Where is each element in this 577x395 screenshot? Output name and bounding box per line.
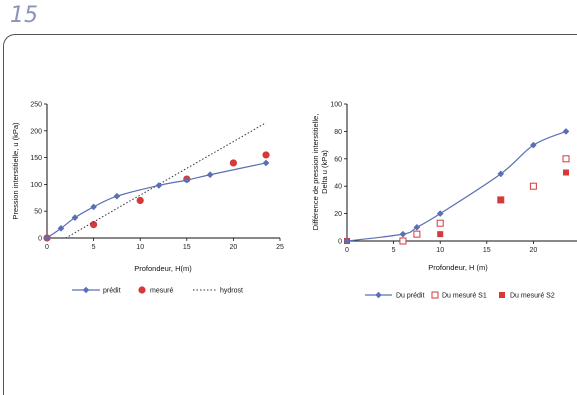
data-point bbox=[262, 151, 270, 159]
legend-marker bbox=[431, 291, 439, 299]
y-tick-label: 20 bbox=[334, 211, 342, 218]
data-point bbox=[399, 237, 407, 245]
y-axis-label: Pression interstitielle, u (kPa) bbox=[11, 122, 20, 220]
x-tick-label: 10 bbox=[136, 244, 144, 251]
legend-entry: Du mesuré S2 bbox=[499, 292, 555, 300]
data-point bbox=[90, 203, 97, 211]
legend-marker bbox=[375, 291, 382, 299]
x-tick-label: 0 bbox=[45, 244, 49, 251]
data-point bbox=[183, 176, 190, 184]
legend-marker bbox=[499, 292, 505, 298]
data-point bbox=[497, 170, 504, 178]
y-tick-label: 250 bbox=[30, 102, 42, 109]
series-du-mesuré-s2 bbox=[344, 169, 570, 244]
legend-entry: mesuré bbox=[138, 286, 173, 295]
data-point bbox=[529, 182, 537, 190]
y-axis-label: Différence de pression interstitielle,De… bbox=[311, 114, 329, 231]
data-point bbox=[155, 182, 163, 189]
x-axis-label: Profondeur, H (m) bbox=[428, 263, 488, 272]
series-line bbox=[65, 122, 267, 239]
y-tick-label: 150 bbox=[30, 155, 42, 162]
x-tick-label: 0 bbox=[345, 247, 349, 254]
chart-2: 020406080100051015202Profondeur, H (m)Di… bbox=[311, 102, 577, 300]
legend-entry: prédit bbox=[72, 286, 121, 295]
legend-marker bbox=[138, 286, 146, 294]
y-tick-label: 60 bbox=[334, 156, 342, 163]
y-tick-label: 0 bbox=[38, 236, 42, 243]
y-tick-label: 200 bbox=[30, 128, 42, 135]
data-point bbox=[437, 231, 444, 238]
x-tick-label: 25 bbox=[276, 244, 284, 251]
data-point bbox=[229, 159, 237, 167]
y-tick-label: 80 bbox=[334, 129, 342, 136]
y-tick-label: 50 bbox=[34, 209, 42, 216]
x-tick-label: 5 bbox=[92, 244, 96, 251]
chart-1: 0 50 100 150 200 250 0 5 10 15 20 25 Profondeur, H(m… bbox=[11, 102, 284, 295]
data-point bbox=[562, 128, 570, 135]
legend-label: Du prédit bbox=[396, 293, 424, 300]
legend-label: prédit bbox=[103, 288, 121, 295]
y-tick-label: 0 bbox=[338, 239, 342, 246]
series-line bbox=[46, 162, 267, 239]
legend-entry: Du mesuré S1 bbox=[431, 291, 487, 300]
x-tick-label: 10 bbox=[436, 247, 444, 254]
series-du-mesuré-s1 bbox=[399, 155, 570, 245]
data-point bbox=[90, 221, 98, 229]
data-point bbox=[530, 141, 537, 149]
data-point bbox=[43, 234, 51, 242]
data-point bbox=[497, 196, 504, 203]
data-point bbox=[71, 214, 79, 221]
legend-label: Du mesuré S2 bbox=[510, 293, 555, 300]
data-point bbox=[113, 192, 121, 200]
series-prédit bbox=[43, 159, 270, 242]
data-point bbox=[136, 196, 144, 205]
legend-marker bbox=[82, 286, 90, 294]
data-point bbox=[57, 225, 65, 232]
legend-label: mesuré bbox=[150, 288, 173, 295]
page-number: 15 bbox=[10, 3, 38, 28]
x-tick-label: 20 bbox=[230, 244, 238, 251]
data-point bbox=[399, 230, 407, 238]
x-tick-label: 20 bbox=[530, 247, 538, 254]
data-point bbox=[562, 155, 570, 163]
figure-frame bbox=[3, 34, 577, 395]
x-tick-label: 15 bbox=[483, 247, 491, 254]
data-point bbox=[436, 219, 444, 227]
legend-entry: hydrost bbox=[193, 288, 243, 295]
data-point bbox=[437, 210, 444, 217]
x-axis-label: Profondeur, H(m) bbox=[134, 264, 192, 273]
legend-entry: Du prédit bbox=[365, 291, 424, 300]
y-tick-label: 100 bbox=[330, 102, 342, 109]
x-tick-label: 15 bbox=[183, 244, 191, 251]
data-point bbox=[563, 169, 570, 176]
y-tick-label: 40 bbox=[334, 184, 342, 191]
data-point bbox=[413, 230, 421, 238]
data-point bbox=[262, 159, 270, 167]
series-mesuré bbox=[43, 151, 270, 242]
legend-label: Du mesuré S1 bbox=[442, 293, 487, 300]
data-point bbox=[206, 171, 214, 178]
series-hydrost bbox=[65, 122, 267, 239]
data-point bbox=[343, 237, 351, 245]
data-point bbox=[413, 224, 421, 231]
legend-label: hydrost bbox=[220, 288, 243, 295]
y-tick-label: 100 bbox=[30, 182, 42, 189]
x-tick-label: 5 bbox=[392, 247, 396, 254]
